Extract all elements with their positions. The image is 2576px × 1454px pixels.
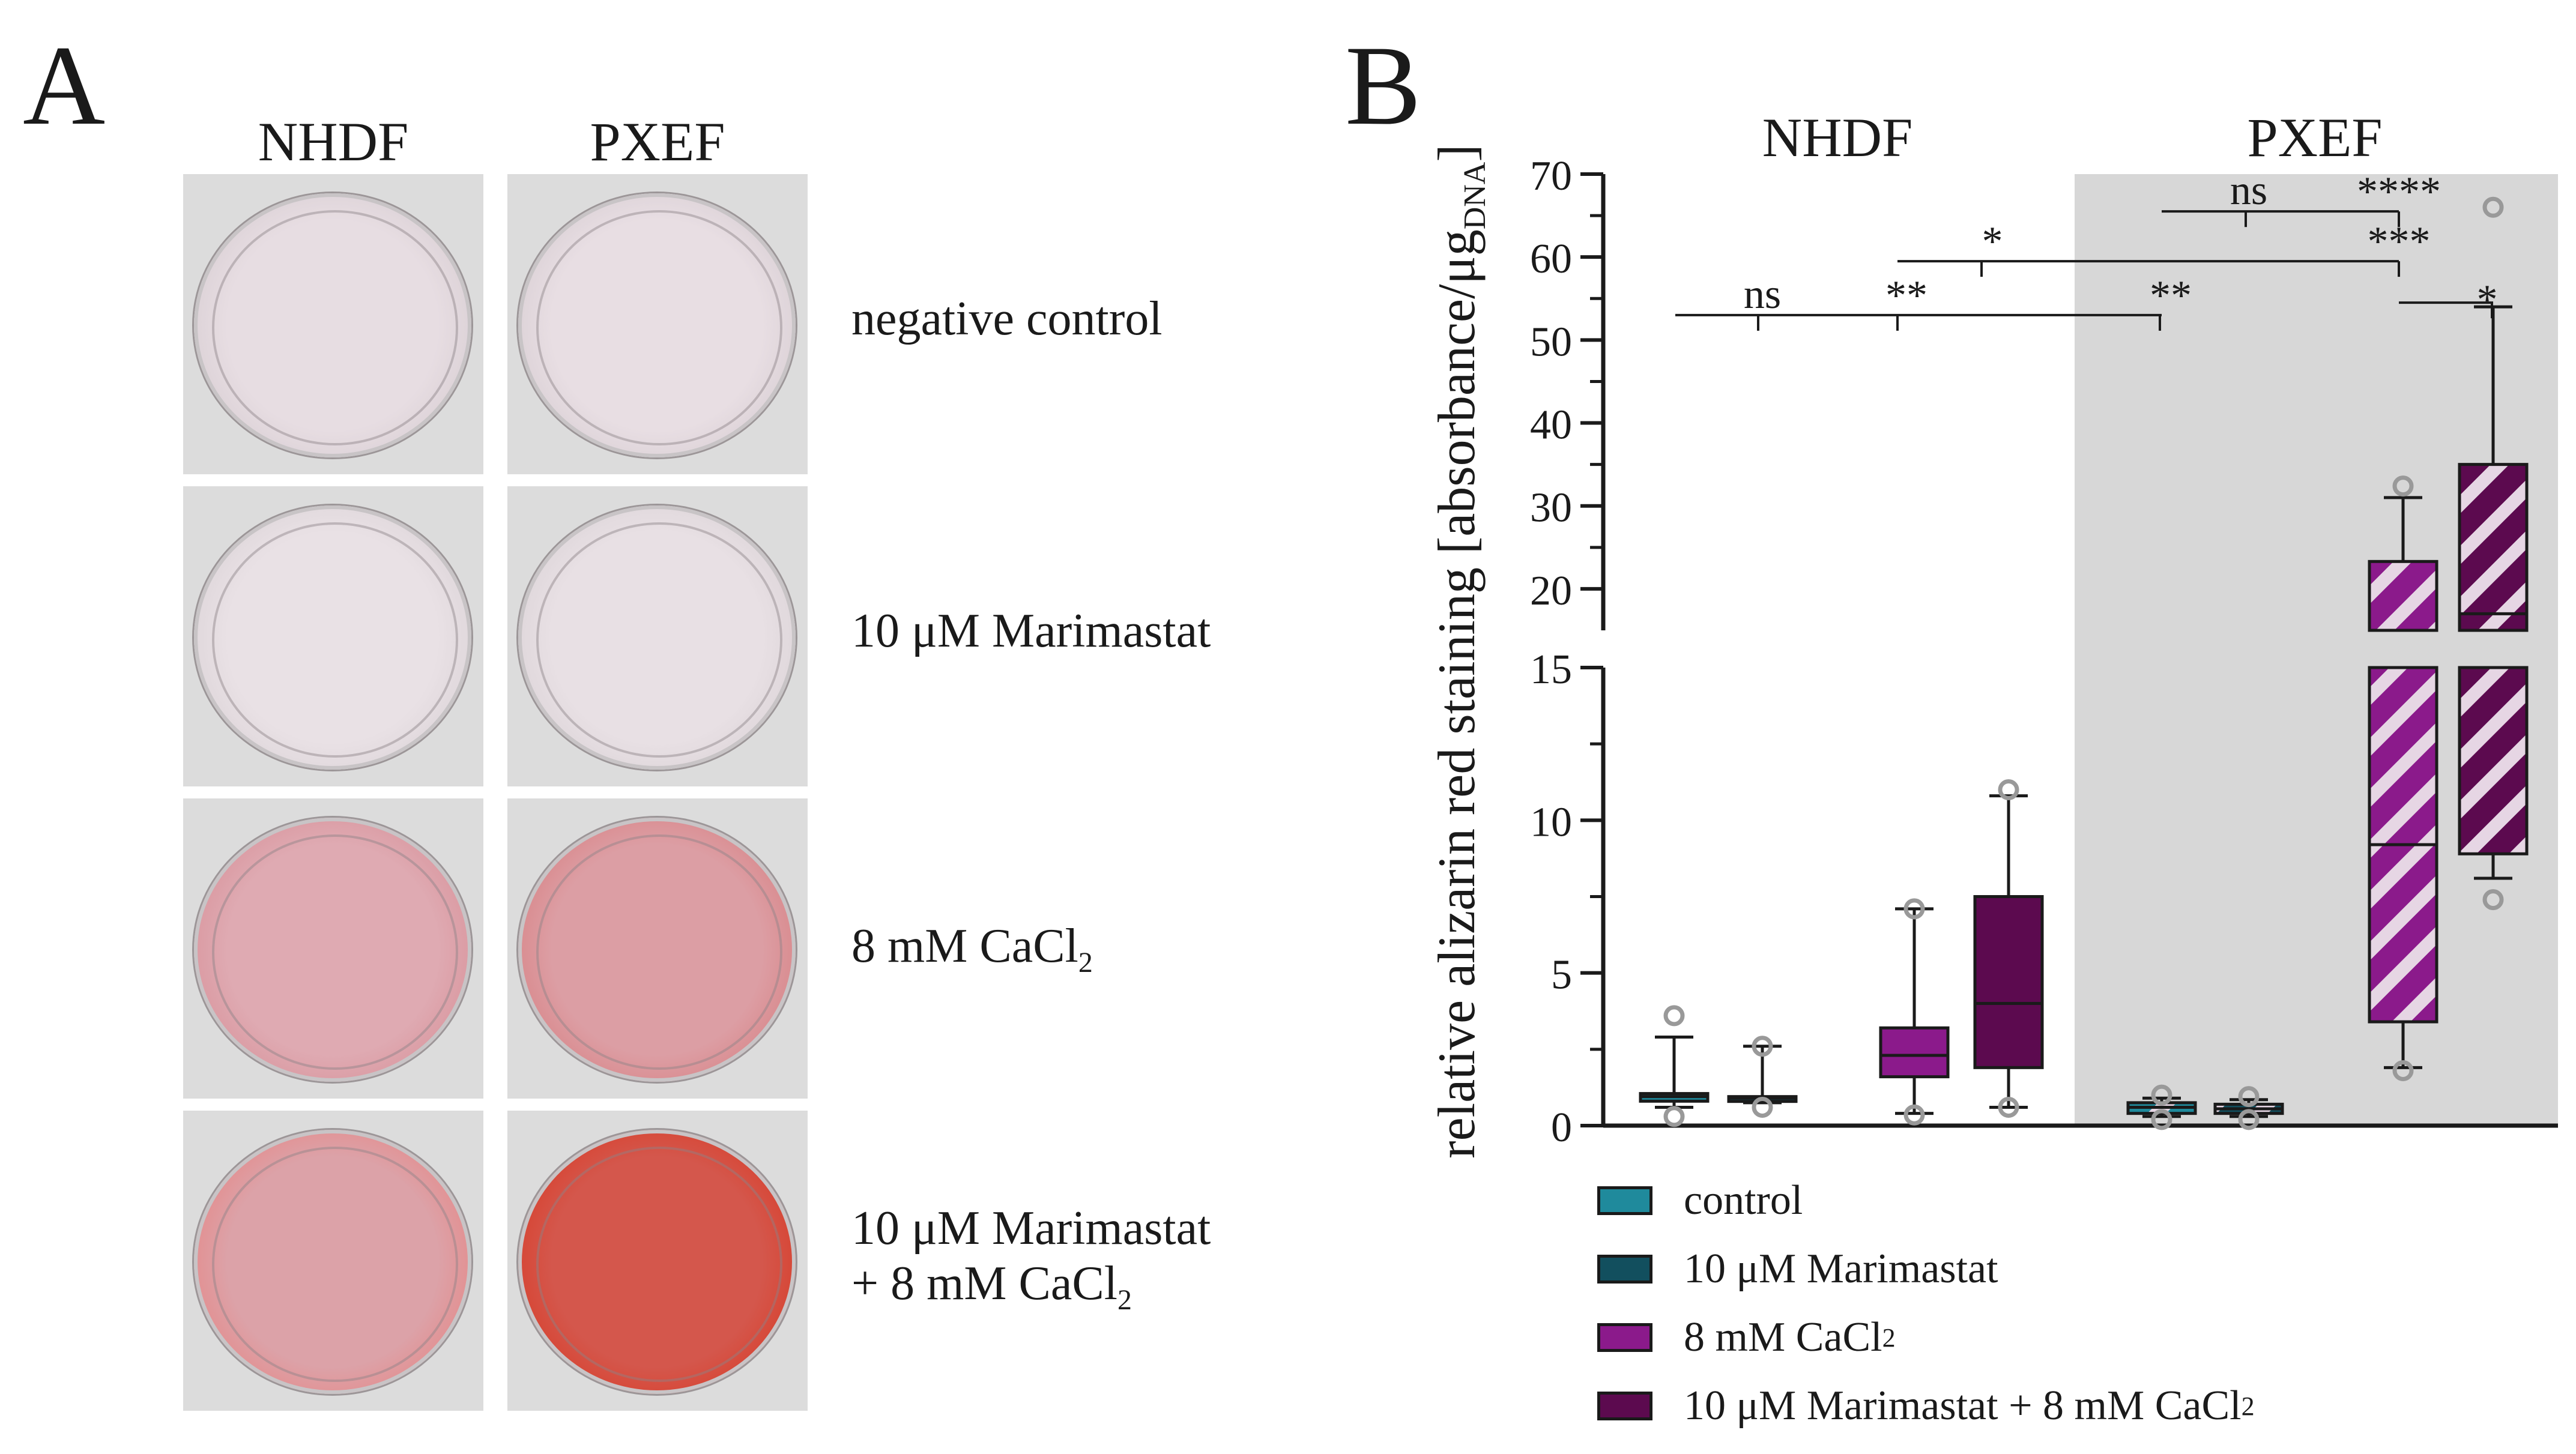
condition-text-line2: + 8 mM CaCl2	[851, 1256, 1211, 1317]
outlier-point	[2392, 1060, 2414, 1081]
well-photo-nhdf-row-2	[183, 486, 483, 786]
y-axis-label-main: relative alizarin red staining [absorban…	[1428, 229, 1486, 1158]
y-axis-label-subscript: DNA	[1458, 161, 1492, 229]
significance-label: ns	[2230, 167, 2267, 214]
chart-legend: control 10 μM Marimastat 8 mM CaCl 2 10 μM M…	[1597, 1174, 2498, 1444]
panel-a-column-label-pxef: PXEF	[590, 111, 725, 172]
y-tick-label: 0	[1551, 1105, 1572, 1151]
well-photo-pxef-row-1	[507, 174, 808, 474]
outlier-point	[2392, 475, 2414, 497]
well-photo-nhdf-row-1	[183, 174, 483, 474]
petri-dish-rim	[536, 210, 782, 445]
subscript-2: 2	[1078, 947, 1093, 979]
legend-item: 10 μM Marimastat + 8 mM CaCl 2	[1597, 1379, 2255, 1433]
outlier-point	[2482, 889, 2504, 911]
y-tick-label: 70	[1530, 153, 1572, 199]
legend-label: 10 μM Marimastat	[1684, 1246, 1998, 1292]
outlier-point	[1752, 1036, 1773, 1057]
y-tick-label: 10	[1530, 799, 1572, 845]
legend-item: 10 μM Marimastat	[1597, 1242, 1998, 1296]
y-tick-label: 40	[1530, 402, 1572, 448]
well-photo-nhdf-row-4	[183, 1111, 483, 1411]
outlier-point	[1903, 898, 1925, 920]
legend-swatch	[1597, 1392, 1652, 1420]
condition-label-marimastat-cacl2: 10 μM Marimastat + 8 mM CaCl2	[851, 1201, 1211, 1317]
legend-label: control	[1684, 1177, 1803, 1223]
y-tick-label: 60	[1530, 236, 1572, 282]
condition-text-line1: 10 μM Marimastat	[851, 1202, 1211, 1255]
outlier-point	[2238, 1109, 2260, 1130]
panel-b-letter: B	[1345, 23, 1421, 149]
outlier-point	[2238, 1086, 2260, 1108]
condition-text: negative control	[851, 292, 1163, 345]
legend-item: 8 mM CaCl 2	[1597, 1311, 1896, 1365]
legend-swatch	[1597, 1323, 1652, 1352]
petri-dish-rim	[212, 834, 458, 1070]
well-photo-pxef-row-3	[507, 798, 808, 1099]
significance-label: ****	[2357, 169, 2441, 215]
axis-break-gap	[1598, 633, 1608, 665]
legend-label-subscript: 2	[2241, 1391, 2255, 1421]
petri-dish-rim	[212, 1147, 458, 1382]
well-photo-grid	[0, 0, 841, 1454]
y-tick-label: 5	[1551, 952, 1572, 998]
box-upper-part	[2458, 463, 2529, 632]
group-label-pxef: PXEF	[2248, 107, 2383, 168]
petri-dish-rim	[536, 1147, 782, 1382]
outlier-point	[1752, 1096, 1773, 1118]
box	[1879, 1026, 1950, 1079]
outlier-point	[1663, 1106, 1685, 1127]
y-tick-label: 50	[1530, 319, 1572, 365]
y-tick-label: 20	[1530, 568, 1572, 614]
outlier-point	[1903, 1104, 1925, 1126]
legend-swatch	[1597, 1255, 1652, 1284]
legend-label: 10 μM Marimastat + 8 mM CaCl	[1684, 1383, 2242, 1429]
subscript-2: 2	[1117, 1284, 1132, 1316]
outlier-point	[2151, 1109, 2172, 1130]
y-axis-label-close: ]	[1428, 144, 1486, 161]
legend-label-subscript: 2	[1882, 1323, 1896, 1353]
petri-dish-rim	[212, 210, 458, 445]
y-tick-label: 15	[1530, 647, 1572, 693]
condition-label-marimastat: 10 μM Marimastat	[851, 603, 1211, 659]
petri-dish-rim	[212, 522, 458, 758]
condition-label-cacl2: 8 mM CaCl2	[851, 919, 1093, 979]
y-tick-label: 30	[1530, 485, 1572, 531]
outlier-point	[2151, 1084, 2172, 1106]
box-upper-part	[2368, 560, 2438, 632]
significance-label: ns	[1744, 271, 1781, 318]
well-photo-pxef-row-4	[507, 1111, 808, 1411]
condition-text: 10 μM Marimastat	[851, 605, 1211, 657]
outlier-point	[1998, 779, 2019, 800]
petri-dish-rim	[536, 522, 782, 758]
condition-label-negative-control: negative control	[851, 291, 1163, 346]
outlier-point	[1998, 1096, 2019, 1118]
outlier-point	[1663, 1005, 1685, 1027]
y-axis-label: relative alizarin red staining [absorban…	[1428, 144, 1492, 1158]
condition-text: + 8 mM CaCl	[851, 1257, 1117, 1310]
significance-label: ***	[2368, 219, 2431, 265]
significance-label: *	[1982, 219, 2003, 265]
condition-text: 8 mM CaCl	[851, 920, 1078, 973]
legend-item: control	[1597, 1174, 1803, 1228]
box	[1973, 895, 2044, 1069]
well-photo-pxef-row-2	[507, 486, 808, 786]
outlier-point	[2482, 196, 2504, 218]
panel-a-column-label-nhdf: NHDF	[258, 111, 409, 172]
significance-label: **	[2150, 273, 2192, 319]
legend-label: 8 mM CaCl	[1684, 1314, 1882, 1360]
group-label-nhdf: NHDF	[1762, 107, 1912, 168]
well-photo-nhdf-row-3	[183, 798, 483, 1099]
panel-a-letter: A	[23, 23, 106, 149]
significance-label: *	[2477, 277, 2498, 323]
significance-label: **	[1885, 273, 1927, 319]
pxef-shaded-region	[2075, 174, 2558, 1126]
box-lower-part	[2458, 666, 2529, 855]
legend-swatch	[1597, 1186, 1652, 1215]
petri-dish-rim	[536, 834, 782, 1070]
